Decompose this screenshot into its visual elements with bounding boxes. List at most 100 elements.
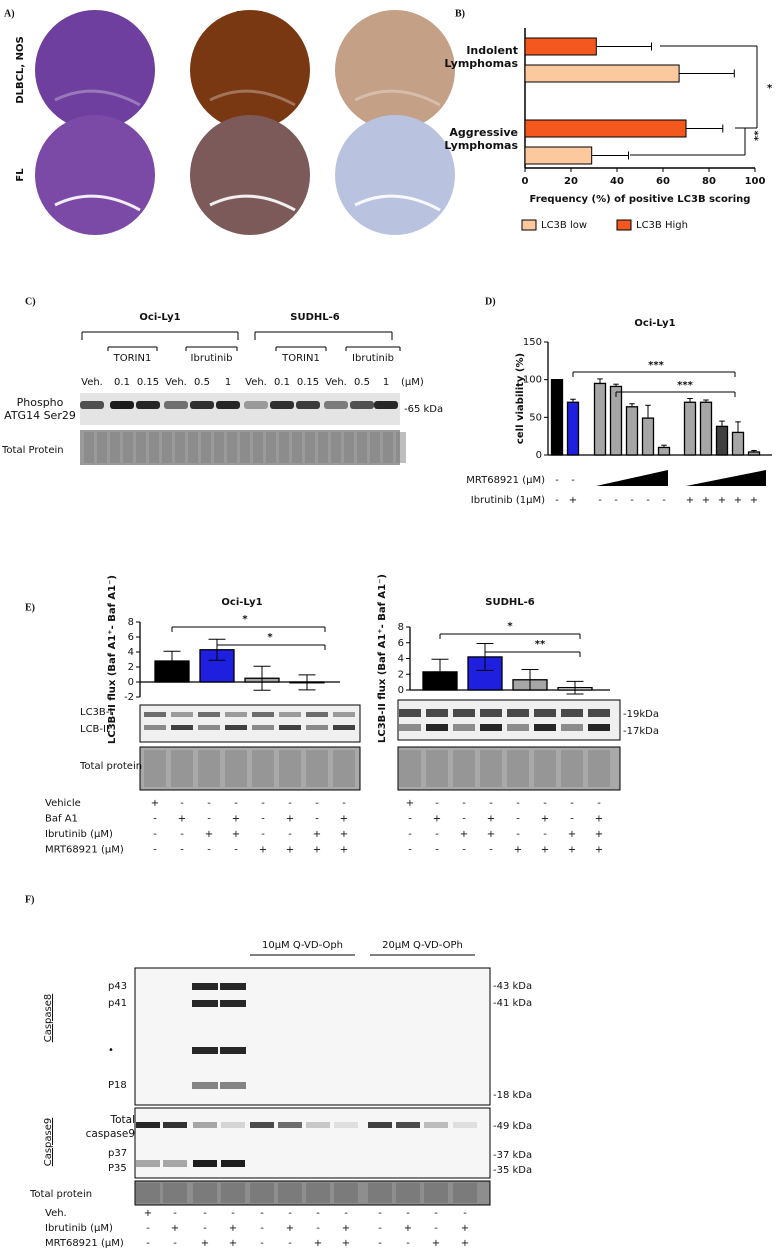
- treatment-value: +: [404, 1223, 412, 1234]
- treatment-value: -: [570, 814, 574, 825]
- treatment-value: +: [702, 495, 710, 506]
- band: [220, 1000, 246, 1007]
- y-tick-label: 4: [398, 654, 404, 665]
- treatment-label: MRT68921 (µM): [466, 475, 545, 486]
- loading-lane: [144, 750, 166, 787]
- significance: *: [767, 83, 773, 94]
- lane-label: Veh.: [81, 377, 103, 388]
- treatment-value: +: [286, 845, 294, 856]
- treatment-value: -: [260, 1208, 264, 1219]
- lane-label: 0.1: [274, 377, 290, 388]
- treatment-label: Ibrutinib: [352, 353, 394, 364]
- tissue-crack: [209, 89, 296, 107]
- band: [220, 1082, 246, 1089]
- bar: [524, 64, 680, 83]
- band: [198, 725, 220, 730]
- loading-lane: [188, 432, 198, 463]
- treatment-value: -: [516, 814, 520, 825]
- x-tick-label: 40: [610, 176, 624, 187]
- treatment-value: -: [180, 829, 184, 840]
- treatment-value: +: [340, 845, 348, 856]
- treatment-value: -: [231, 1208, 235, 1219]
- treatment-value: -: [207, 814, 211, 825]
- treatment-label: TORIN1: [281, 353, 320, 364]
- band: [453, 1122, 477, 1128]
- loading-lane: [175, 432, 185, 463]
- treatment-value: -: [207, 798, 211, 809]
- treatment-value: -: [173, 1238, 177, 1249]
- treatment-value: +: [432, 1238, 440, 1249]
- row-header: DLBCL, NOS: [15, 36, 26, 103]
- blot: [80, 393, 400, 425]
- loading-lane: [221, 1183, 245, 1203]
- bar: [593, 382, 607, 456]
- treatment-value: +: [205, 829, 213, 840]
- treatment-value: -: [344, 1208, 348, 1219]
- loading-lane: [136, 1183, 160, 1203]
- significance: *: [267, 632, 273, 643]
- band: [221, 1160, 245, 1167]
- treatment-value: -: [516, 829, 520, 840]
- treatment-label: MRT68921 (µM): [45, 1238, 124, 1249]
- lane-label: 0.1: [114, 377, 130, 388]
- treatment-value: -: [315, 814, 319, 825]
- y-tick-label: 150: [523, 337, 542, 348]
- treatment-value: -: [378, 1208, 382, 1219]
- treatment-value: +: [568, 829, 576, 840]
- y-tick-label: 100: [523, 375, 542, 386]
- blot: [134, 1107, 491, 1179]
- loading-lane: [198, 750, 220, 787]
- loading-lane: [426, 750, 448, 787]
- band-label: p37: [108, 1148, 127, 1159]
- loading-lane: [453, 1183, 477, 1203]
- band: [350, 401, 374, 409]
- treatment-label: TORIN1: [113, 353, 152, 364]
- treatment-value: +: [286, 814, 294, 825]
- band: [144, 725, 166, 730]
- band: [396, 1122, 420, 1128]
- y-tick-label: 50: [529, 412, 542, 423]
- treatment-value: +: [314, 1238, 322, 1249]
- treatment-value: -: [543, 798, 547, 809]
- loading-lane: [331, 432, 341, 463]
- chart-title: SUDHL-6: [485, 597, 535, 608]
- treatment-value: +: [568, 845, 576, 856]
- panel-label: F): [25, 894, 34, 905]
- treatment-value: -: [378, 1238, 382, 1249]
- loading-label: Total Protein: [1, 445, 64, 456]
- treatment-label: Ibrutinib (1µM): [471, 495, 545, 506]
- treatment-value: -: [570, 798, 574, 809]
- treatment-value: -: [462, 814, 466, 825]
- loading-lane: [588, 750, 610, 787]
- band: [306, 712, 328, 717]
- x-tick-label: 20: [564, 176, 578, 187]
- band: [507, 724, 529, 731]
- treatment-label: Ibrutinib: [191, 353, 233, 364]
- treatment-value: -: [462, 845, 466, 856]
- blot-label: Phospho ATG14 Ser29: [4, 396, 76, 422]
- band: [306, 725, 328, 730]
- loading-lane: [368, 1183, 392, 1203]
- band: [588, 724, 610, 731]
- treatment-value: -: [516, 798, 520, 809]
- x-axis-title: Frequency (%) of positive LC3B scoring: [530, 194, 751, 205]
- treatment-value: +: [541, 814, 549, 825]
- bar: [657, 446, 671, 456]
- loading-lane: [250, 1183, 274, 1203]
- loading-lane: [136, 432, 146, 463]
- treatment-value: +: [232, 829, 240, 840]
- treatment-value: +: [340, 814, 348, 825]
- band: [426, 724, 448, 731]
- loading-lane: [344, 432, 354, 463]
- band: [250, 1122, 274, 1128]
- band: [480, 709, 502, 717]
- bar: [566, 401, 580, 456]
- band: [192, 1082, 218, 1089]
- treatment-value: +: [487, 814, 495, 825]
- band: [480, 724, 502, 731]
- band: [507, 709, 529, 717]
- treatment-value: -: [434, 1208, 438, 1219]
- treatment-value: -: [571, 475, 575, 486]
- treatment-value: +: [340, 829, 348, 840]
- band: [192, 1047, 218, 1054]
